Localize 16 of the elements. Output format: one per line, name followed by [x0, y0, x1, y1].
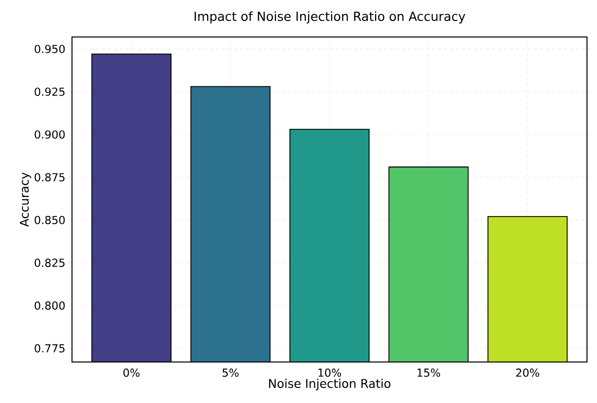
- x-axis-title: Noise Injection Ratio: [269, 378, 390, 390]
- y-tick-label: 0.900: [34, 130, 65, 139]
- y-tick-label: 0.825: [34, 258, 65, 267]
- chart-title: Impact of Noise Injection Ratio on Accuracy: [194, 11, 466, 24]
- y-axis-title: Accuracy: [20, 172, 32, 227]
- y-tick-label: 0.925: [34, 88, 65, 96]
- x-tick-label: 10%: [318, 368, 342, 377]
- y-tick-label: 0.800: [34, 301, 65, 310]
- y-tick-label: 0.875: [34, 173, 65, 182]
- x-tick-label: 15%: [418, 368, 440, 377]
- y-tick-label: 0.775: [34, 344, 65, 352]
- x-tick-label: 0%: [123, 368, 140, 377]
- y-tick-label: 0.850: [34, 216, 65, 224]
- x-tick-label: 20%: [516, 368, 540, 377]
- y-tick-label: 0.950: [34, 44, 65, 54]
- x-tick-label: 5%: [222, 368, 239, 377]
